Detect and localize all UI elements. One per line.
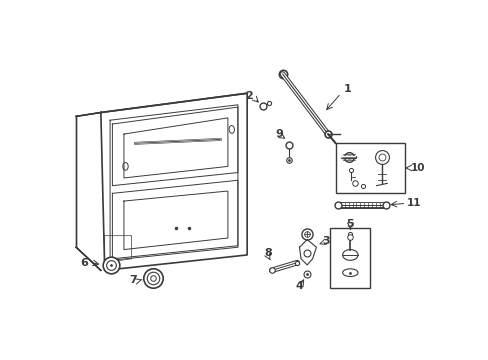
Text: 5: 5	[346, 219, 353, 229]
Text: 10: 10	[409, 163, 424, 173]
Text: 7: 7	[129, 275, 137, 285]
Text: 3: 3	[321, 236, 329, 246]
Text: 9: 9	[275, 129, 283, 139]
Text: 4: 4	[295, 281, 303, 291]
Text: 11: 11	[407, 198, 421, 208]
Text: 6: 6	[80, 258, 88, 267]
Bar	[329, 228, 369, 288]
Bar	[108, 263, 113, 267]
Text: 8: 8	[264, 248, 272, 258]
Text: 2: 2	[244, 91, 252, 100]
Text: 1: 1	[343, 84, 350, 94]
Bar	[335, 143, 404, 193]
